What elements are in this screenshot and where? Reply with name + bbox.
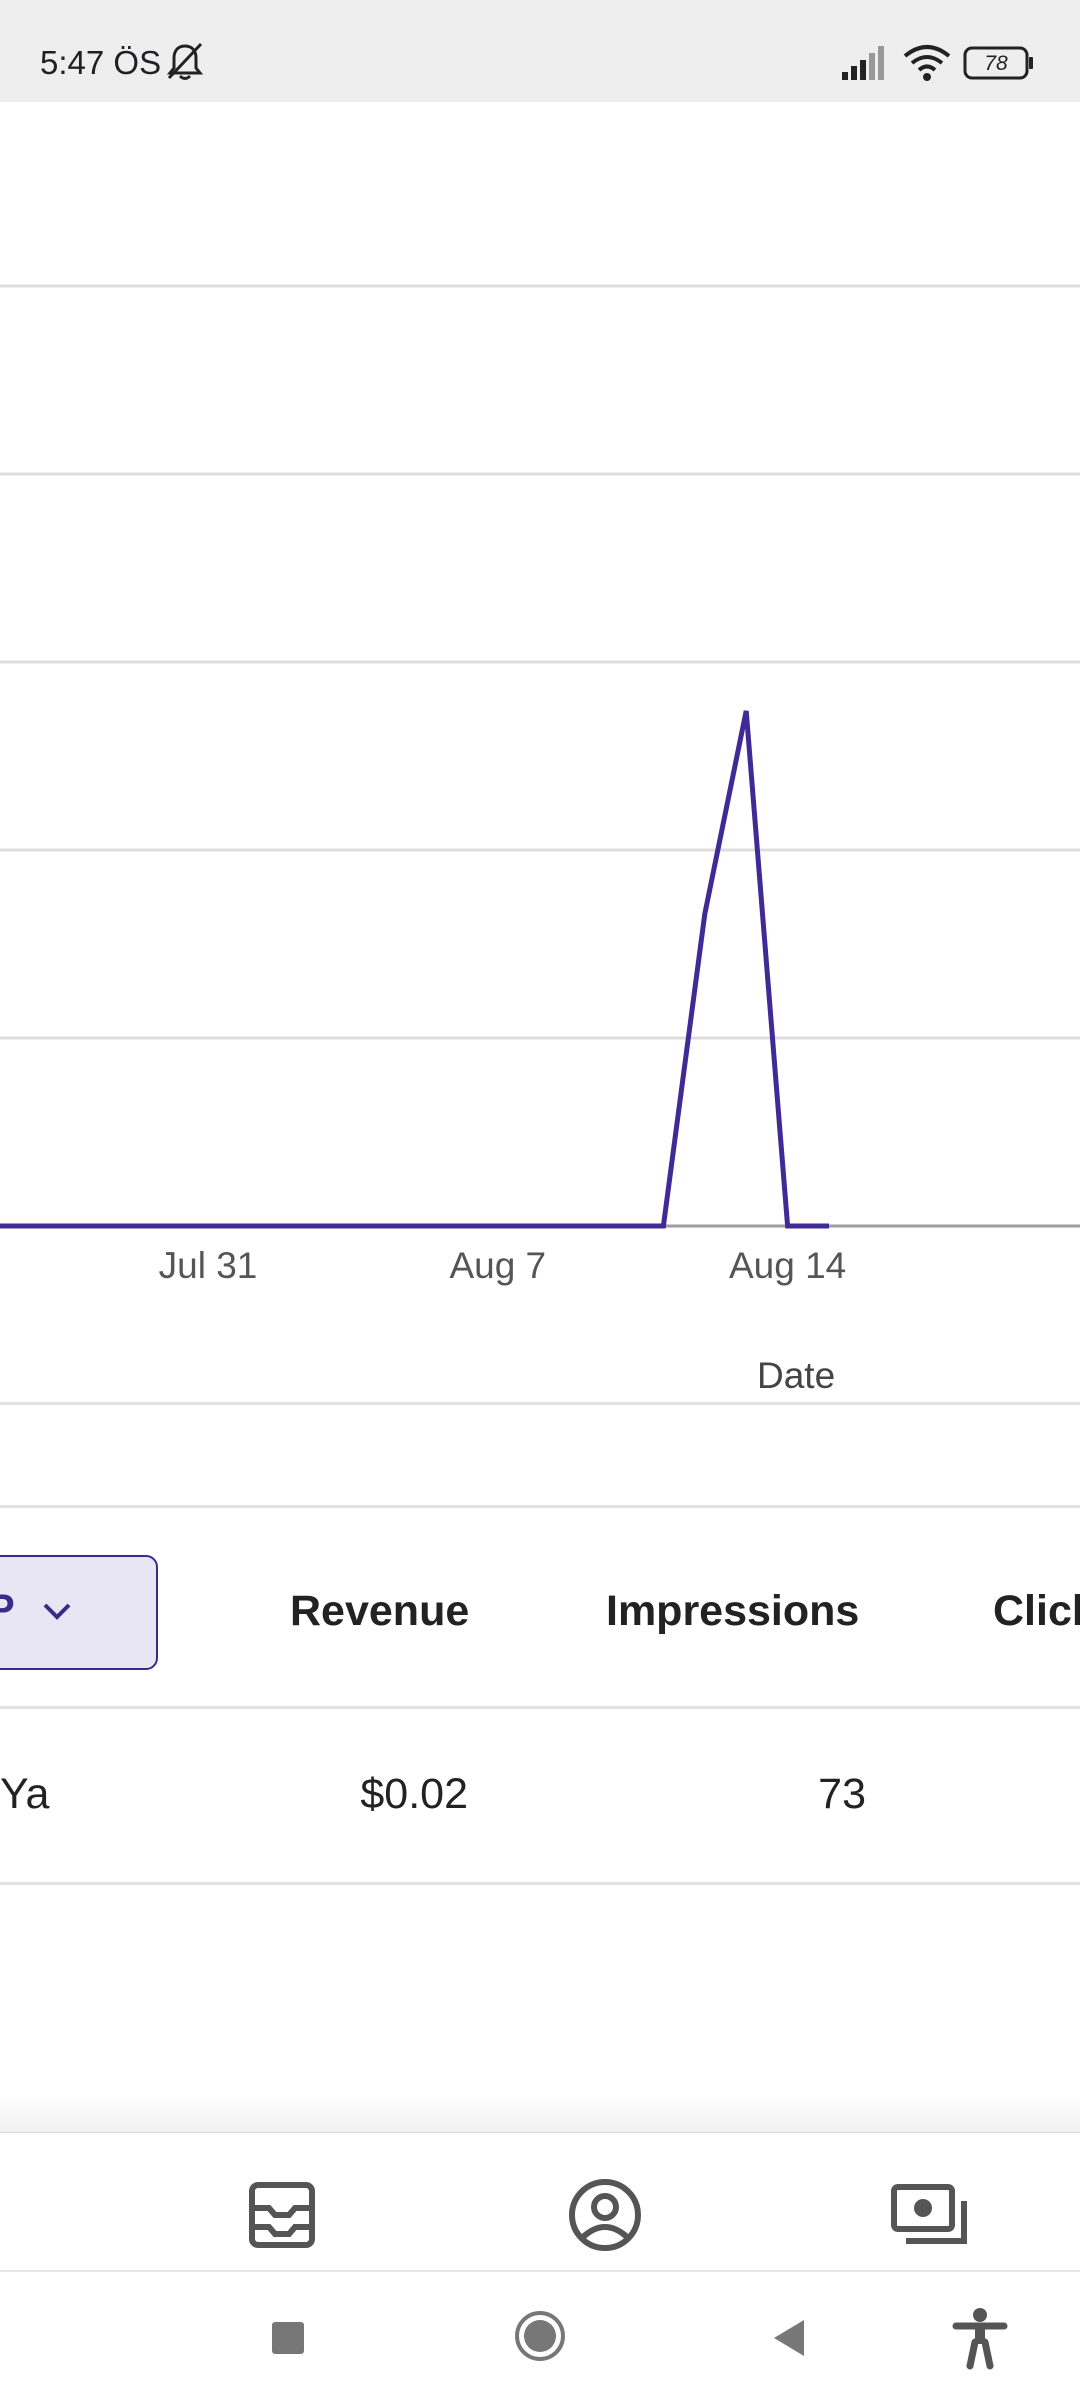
x-axis-title: Date bbox=[757, 1355, 836, 1396]
account-icon[interactable] bbox=[565, 2175, 645, 2255]
back-icon[interactable] bbox=[768, 2316, 812, 2360]
system-nav-bar bbox=[0, 2270, 1080, 2402]
divider bbox=[0, 1882, 1080, 1885]
row-impressions: 73 bbox=[818, 1770, 866, 1818]
dimension-dropdown[interactable]: P bbox=[0, 1555, 158, 1670]
payments-icon[interactable] bbox=[890, 2175, 970, 2255]
wifi-icon bbox=[903, 45, 951, 81]
bell-off-icon bbox=[166, 42, 204, 80]
recent-apps-icon[interactable] bbox=[268, 2318, 308, 2358]
column-header-revenue[interactable]: Revenue bbox=[290, 1587, 470, 1635]
x-tick-label: Aug 14 bbox=[729, 1245, 846, 1286]
x-tick-label: Jul 31 bbox=[159, 1245, 258, 1286]
divider bbox=[0, 1505, 1080, 1508]
home-icon[interactable] bbox=[514, 2310, 566, 2362]
row-dimension: Ya bbox=[0, 1770, 50, 1818]
chevron-down-icon bbox=[43, 1603, 71, 1620]
battery-icon: 78 bbox=[963, 46, 1033, 80]
series-line-0 bbox=[0, 710, 829, 1229]
x-tick-label: Aug 7 bbox=[449, 1245, 546, 1286]
status-bar: 5:47 ÖS 78 bbox=[0, 0, 1080, 102]
revenue-chart: Jul 31 Aug 7 Aug 14 bbox=[0, 102, 1080, 1402]
column-header-clicks[interactable]: Click bbox=[993, 1587, 1080, 1635]
bottom-nav-shadow bbox=[0, 2095, 1080, 2135]
bottom-nav bbox=[0, 2132, 1080, 2271]
accessibility-icon[interactable] bbox=[950, 2306, 1010, 2370]
column-header-impressions[interactable]: Impressions bbox=[606, 1587, 860, 1635]
line-chart: Jul 31 Aug 7 Aug 14 bbox=[0, 284, 1080, 1286]
inbox-icon[interactable] bbox=[242, 2175, 322, 2255]
status-time: 5:47 ÖS bbox=[40, 44, 162, 81]
divider bbox=[0, 1402, 1080, 1405]
signal-icon bbox=[842, 46, 884, 80]
dimension-dropdown-label: P bbox=[0, 1587, 15, 1631]
battery-level: 78 bbox=[984, 52, 1008, 75]
row-revenue: $0.02 bbox=[360, 1770, 468, 1818]
divider bbox=[0, 1706, 1080, 1709]
